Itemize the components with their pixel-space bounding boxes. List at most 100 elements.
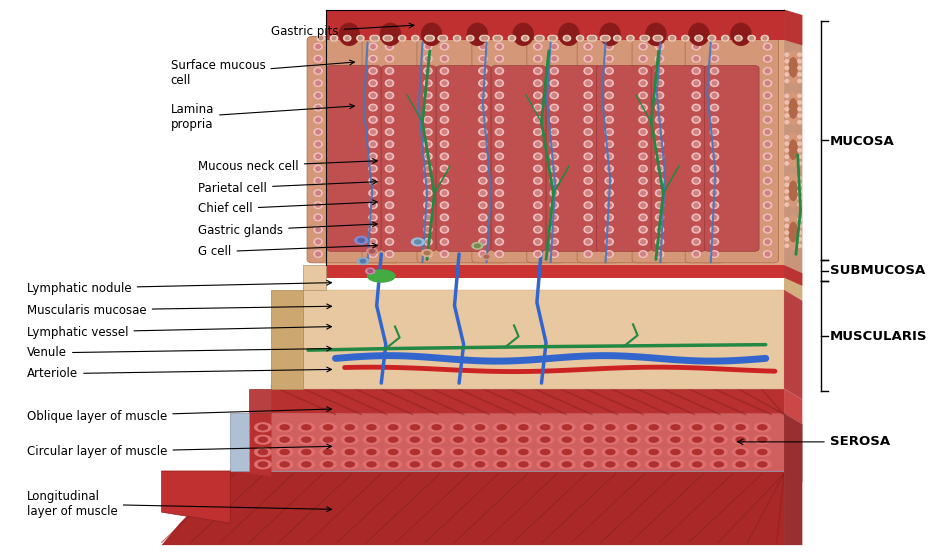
Ellipse shape — [693, 81, 698, 85]
Ellipse shape — [442, 179, 447, 183]
Ellipse shape — [537, 436, 553, 444]
Ellipse shape — [453, 35, 461, 41]
Ellipse shape — [385, 214, 394, 221]
Ellipse shape — [710, 178, 719, 184]
Ellipse shape — [363, 460, 379, 469]
Ellipse shape — [657, 93, 662, 97]
FancyBboxPatch shape — [307, 36, 400, 263]
Ellipse shape — [534, 214, 542, 221]
Ellipse shape — [640, 93, 645, 97]
Polygon shape — [784, 265, 802, 301]
Ellipse shape — [535, 142, 540, 146]
Ellipse shape — [298, 423, 315, 432]
Ellipse shape — [316, 252, 321, 256]
Ellipse shape — [407, 460, 423, 469]
Ellipse shape — [763, 68, 772, 75]
Ellipse shape — [425, 35, 432, 41]
Ellipse shape — [236, 437, 246, 442]
Ellipse shape — [426, 167, 430, 171]
Ellipse shape — [692, 68, 700, 75]
Ellipse shape — [765, 191, 770, 195]
Ellipse shape — [640, 105, 645, 109]
Ellipse shape — [442, 45, 447, 49]
Ellipse shape — [710, 129, 719, 135]
Ellipse shape — [316, 179, 321, 183]
Ellipse shape — [552, 142, 556, 146]
Ellipse shape — [605, 165, 613, 172]
Ellipse shape — [385, 36, 389, 40]
Ellipse shape — [387, 179, 392, 183]
Ellipse shape — [657, 81, 662, 85]
Ellipse shape — [714, 462, 724, 467]
Ellipse shape — [785, 51, 801, 84]
Ellipse shape — [797, 66, 801, 70]
Ellipse shape — [692, 437, 702, 442]
Ellipse shape — [639, 202, 647, 209]
Ellipse shape — [345, 462, 355, 467]
Ellipse shape — [440, 190, 448, 197]
Ellipse shape — [586, 69, 590, 73]
Ellipse shape — [359, 36, 362, 40]
Ellipse shape — [623, 448, 640, 457]
Ellipse shape — [667, 423, 684, 432]
Ellipse shape — [797, 120, 801, 124]
Ellipse shape — [481, 240, 485, 244]
Ellipse shape — [639, 153, 647, 160]
Ellipse shape — [797, 148, 801, 152]
Ellipse shape — [708, 35, 715, 41]
Ellipse shape — [432, 425, 441, 430]
Ellipse shape — [656, 190, 664, 197]
Ellipse shape — [424, 43, 432, 50]
Ellipse shape — [442, 155, 447, 158]
Ellipse shape — [586, 45, 590, 49]
Ellipse shape — [562, 437, 571, 442]
Ellipse shape — [534, 178, 542, 184]
Ellipse shape — [535, 191, 540, 195]
Ellipse shape — [496, 202, 503, 209]
Ellipse shape — [605, 437, 615, 442]
Ellipse shape — [765, 118, 770, 121]
Ellipse shape — [671, 36, 674, 40]
Ellipse shape — [750, 36, 753, 40]
Ellipse shape — [785, 231, 789, 234]
Ellipse shape — [258, 449, 268, 454]
Ellipse shape — [387, 203, 392, 207]
Ellipse shape — [589, 36, 593, 40]
Ellipse shape — [479, 178, 487, 184]
FancyBboxPatch shape — [685, 36, 779, 263]
Ellipse shape — [693, 142, 698, 146]
Ellipse shape — [372, 35, 379, 41]
Ellipse shape — [426, 130, 430, 134]
Ellipse shape — [254, 436, 272, 444]
Ellipse shape — [371, 45, 376, 49]
Ellipse shape — [763, 36, 766, 40]
Ellipse shape — [432, 437, 441, 442]
Ellipse shape — [472, 460, 488, 469]
Ellipse shape — [763, 190, 772, 197]
Ellipse shape — [442, 240, 447, 244]
Ellipse shape — [482, 36, 485, 40]
Ellipse shape — [692, 80, 700, 87]
Ellipse shape — [656, 178, 664, 184]
Ellipse shape — [640, 215, 645, 219]
Ellipse shape — [712, 155, 717, 158]
Ellipse shape — [316, 57, 321, 61]
Ellipse shape — [496, 141, 503, 147]
Ellipse shape — [600, 23, 621, 45]
Ellipse shape — [482, 254, 491, 259]
Ellipse shape — [623, 423, 640, 432]
Ellipse shape — [797, 73, 801, 76]
Ellipse shape — [763, 238, 772, 245]
Ellipse shape — [797, 237, 801, 241]
Ellipse shape — [607, 179, 611, 183]
Ellipse shape — [368, 270, 373, 273]
Ellipse shape — [254, 423, 272, 432]
Ellipse shape — [479, 80, 487, 87]
Ellipse shape — [316, 167, 321, 171]
Ellipse shape — [369, 238, 377, 245]
Ellipse shape — [710, 104, 719, 111]
Ellipse shape — [586, 167, 590, 171]
Ellipse shape — [534, 43, 542, 50]
Ellipse shape — [516, 423, 532, 432]
Ellipse shape — [763, 116, 772, 123]
